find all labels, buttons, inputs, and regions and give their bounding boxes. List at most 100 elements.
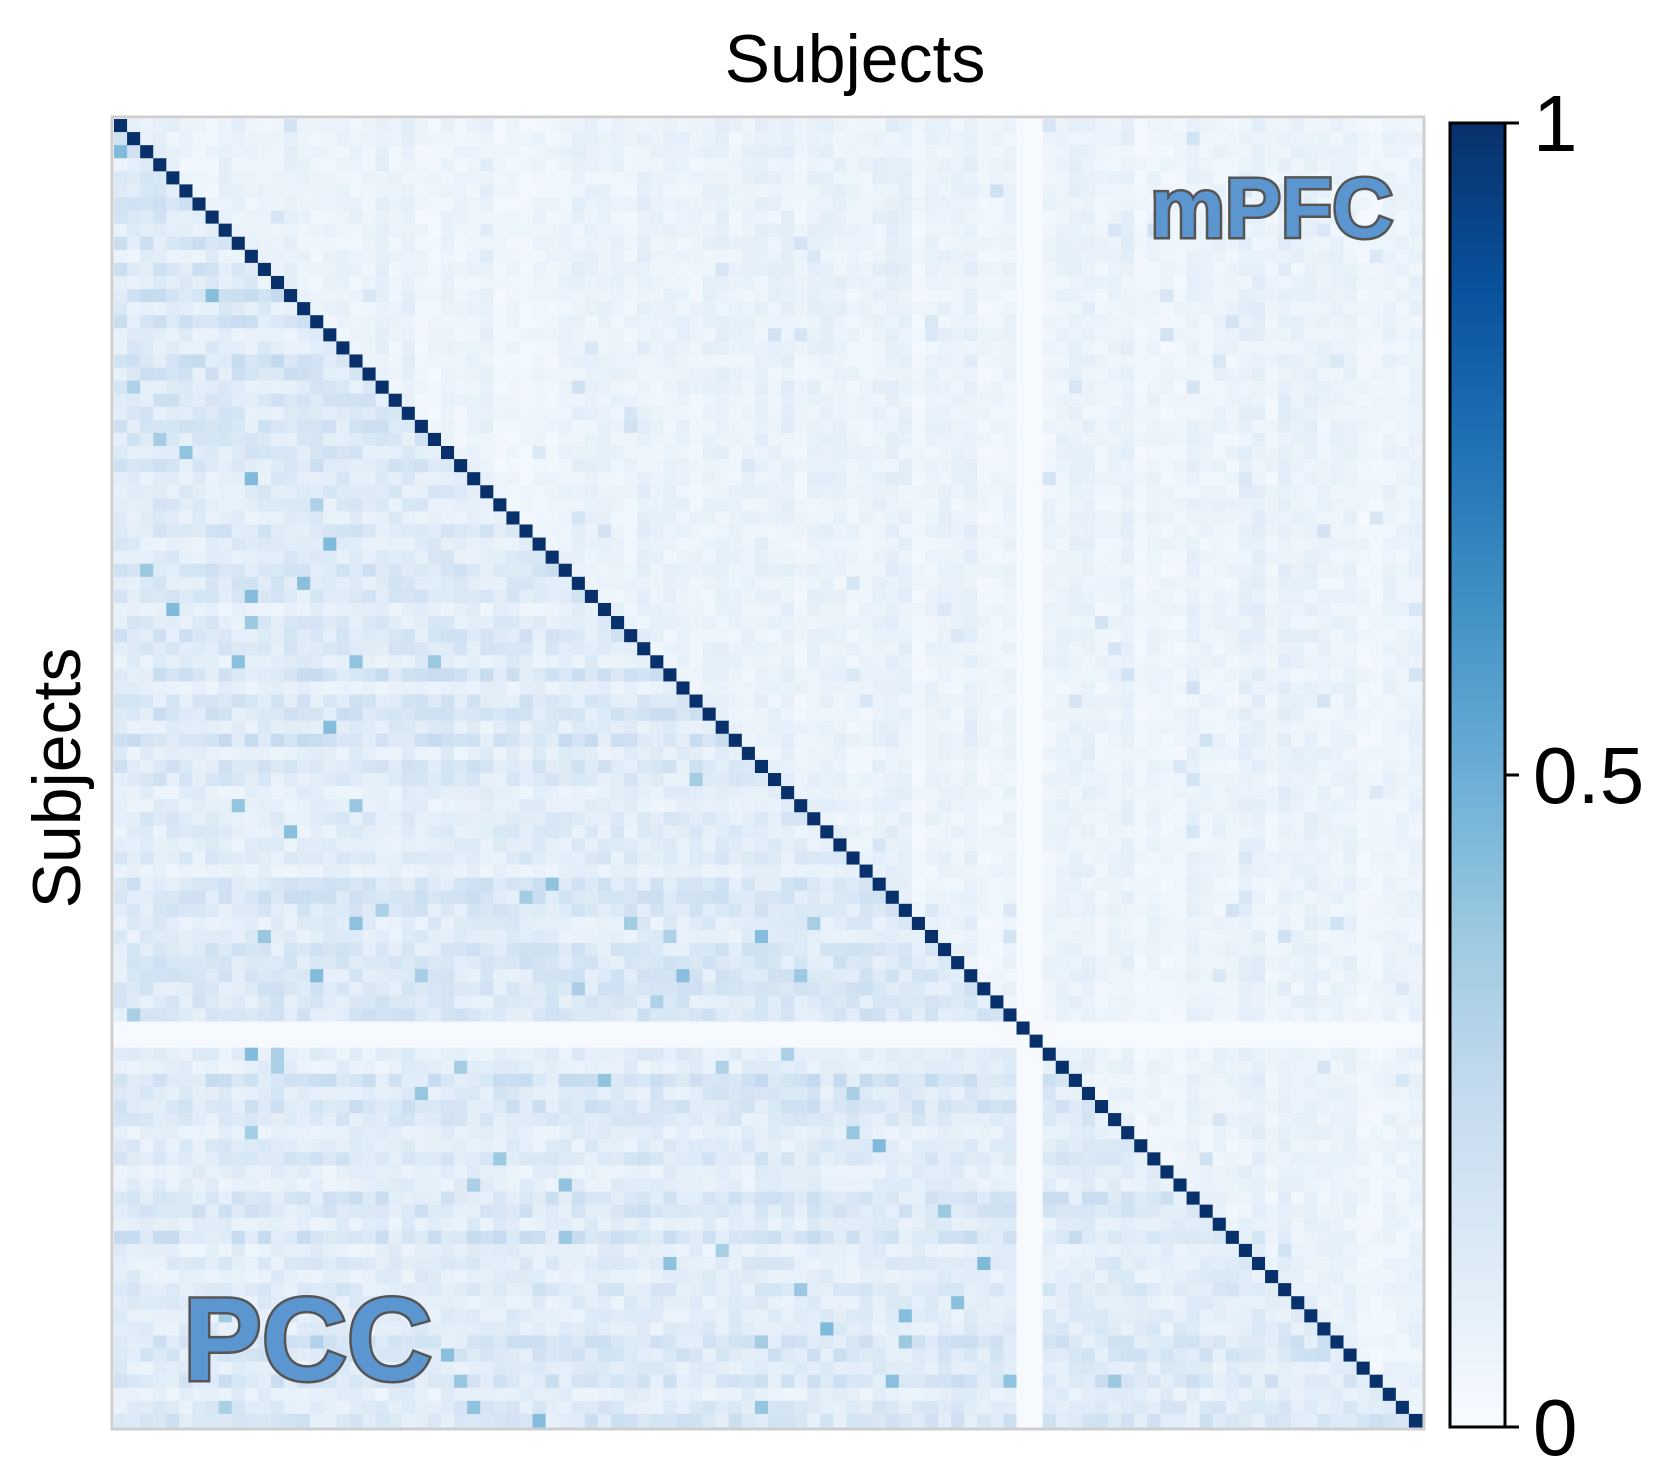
heatmap-cell: [1003, 354, 1018, 369]
heatmap-cell-diagonal: [297, 302, 311, 316]
heatmap-cell: [545, 511, 560, 526]
heatmap-cell: [1330, 367, 1345, 382]
heatmap-cell: [637, 145, 651, 159]
heatmap-cell: [702, 119, 717, 133]
heatmap-cell: [323, 262, 337, 277]
heatmap-cell: [702, 262, 717, 277]
heatmap-cell: [284, 720, 298, 735]
heatmap-cell: [1225, 629, 1240, 643]
heatmap-cell: [310, 406, 324, 421]
heatmap-cell: [1330, 576, 1345, 591]
heatmap-cell: [297, 498, 311, 512]
heatmap-cell: [1317, 302, 1332, 316]
heatmap-cell: [140, 341, 154, 356]
heatmap-cell: [885, 328, 900, 342]
heatmap-cell: [872, 550, 887, 565]
heatmap-cell: [127, 498, 141, 512]
heatmap-cell: [676, 459, 691, 473]
heatmap-cell: [807, 354, 821, 369]
heatmap-cell: [1330, 223, 1345, 238]
heatmap-cell: [140, 302, 154, 316]
heatmap-cell: [781, 563, 795, 578]
heatmap-cell: [597, 694, 612, 709]
heatmap-cell: [807, 629, 821, 643]
heatmap-cell: [284, 406, 298, 421]
heatmap-cell: [1225, 642, 1240, 656]
heatmap-cell: [1382, 511, 1397, 526]
heatmap-cell: [205, 485, 220, 499]
heatmap-cell: [218, 275, 233, 290]
heatmap-cell: [1212, 576, 1227, 591]
heatmap-cell: [1304, 184, 1318, 199]
heatmap-cell: [1095, 380, 1109, 395]
heatmap-cell: [663, 759, 678, 774]
heatmap-cell: [1108, 236, 1122, 251]
heatmap-cell: [1304, 119, 1318, 133]
heatmap-cell: [1042, 511, 1057, 526]
heatmap-cell: [1160, 720, 1175, 735]
heatmap-cell: [1251, 446, 1266, 460]
heatmap-cell: [297, 236, 311, 251]
heatmap-cell: [1395, 681, 1410, 696]
heatmap-cell: [924, 589, 939, 604]
heatmap-cell: [1134, 602, 1148, 617]
heatmap-cell: [270, 223, 285, 238]
heatmap-cell: [1265, 354, 1279, 369]
heatmap-cell-diagonal: [166, 171, 180, 185]
heatmap-cell: [1291, 655, 1305, 669]
heatmap-cell: [833, 459, 848, 473]
heatmap-cell: [127, 746, 141, 761]
heatmap-cell: [794, 367, 808, 382]
heatmap-cell-diagonal: [715, 720, 730, 735]
heatmap-cell: [1356, 550, 1371, 565]
heatmap-cell: [951, 158, 965, 172]
heatmap-cell: [1265, 393, 1279, 408]
heatmap-cell: [584, 563, 599, 578]
heatmap-cell: [284, 315, 298, 329]
heatmap-cell: [297, 367, 311, 382]
heatmap-cell: [127, 432, 141, 447]
heatmap-cell: [820, 262, 834, 277]
heatmap-cell: [545, 236, 560, 251]
heatmap-cell: [244, 759, 259, 774]
heatmap-cell: [650, 707, 664, 722]
heatmap-cell: [689, 668, 704, 683]
heatmap-cell: [1356, 563, 1371, 578]
heatmap-cell: [362, 171, 377, 185]
heatmap-cell: [218, 681, 233, 696]
heatmap-cell: [584, 759, 599, 774]
heatmap-cell: [898, 498, 913, 512]
heatmap-cell: [467, 341, 481, 356]
heatmap-cell: [205, 380, 220, 395]
heatmap-cell: [480, 275, 494, 290]
heatmap-cell: [951, 655, 965, 669]
heatmap-cell: [1081, 616, 1096, 630]
heatmap-cell: [362, 733, 377, 748]
heatmap-cell: [427, 550, 442, 565]
heatmap-cell: [715, 707, 730, 722]
heatmap-cell: [467, 655, 481, 669]
heatmap-cell: [584, 380, 599, 395]
heatmap-cell: [1199, 197, 1214, 212]
heatmap-cell: [310, 576, 324, 591]
heatmap-cell: [898, 184, 913, 199]
heatmap-cell: [911, 197, 926, 212]
heatmap-cell: [898, 249, 913, 264]
heatmap-cell: [532, 354, 547, 369]
heatmap-cell: [846, 197, 861, 212]
heatmap-cell: [1029, 367, 1044, 382]
heatmap-cell: [1055, 210, 1070, 225]
heatmap-cell: [1029, 485, 1044, 499]
heatmap-cell: [127, 328, 141, 342]
heatmap-cell: [768, 249, 782, 264]
heatmap-cell: [153, 289, 167, 303]
heatmap-cell: [637, 132, 651, 146]
heatmap-cell: [689, 367, 704, 382]
heatmap-cell: [480, 262, 494, 277]
heatmap-cell: [401, 681, 416, 696]
heatmap-cell: [349, 694, 364, 709]
heatmap-cell: [1251, 563, 1266, 578]
heatmap-cell: [911, 184, 926, 199]
heatmap-cell: [807, 289, 821, 303]
heatmap-cell: [611, 341, 625, 356]
